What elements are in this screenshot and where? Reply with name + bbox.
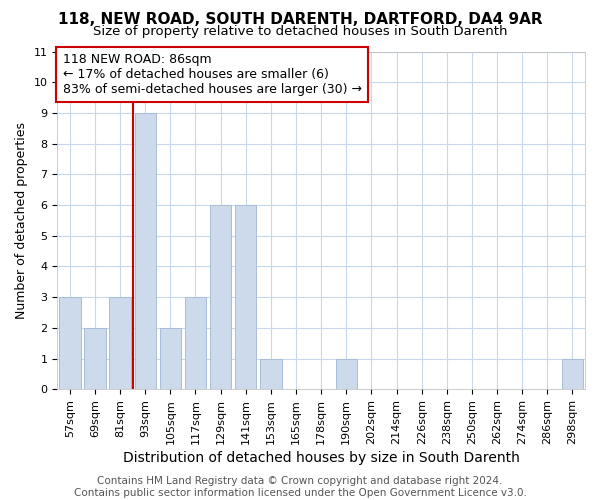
Bar bbox=[210, 205, 232, 389]
Y-axis label: Number of detached properties: Number of detached properties bbox=[15, 122, 28, 319]
Bar bbox=[160, 328, 181, 389]
Bar bbox=[59, 297, 80, 389]
Bar bbox=[562, 358, 583, 389]
Bar bbox=[235, 205, 256, 389]
Text: 118 NEW ROAD: 86sqm
← 17% of detached houses are smaller (6)
83% of semi-detache: 118 NEW ROAD: 86sqm ← 17% of detached ho… bbox=[62, 53, 362, 96]
Text: Contains HM Land Registry data © Crown copyright and database right 2024.
Contai: Contains HM Land Registry data © Crown c… bbox=[74, 476, 526, 498]
Bar bbox=[260, 358, 281, 389]
Text: 118, NEW ROAD, SOUTH DARENTH, DARTFORD, DA4 9AR: 118, NEW ROAD, SOUTH DARENTH, DARTFORD, … bbox=[58, 12, 542, 28]
Bar bbox=[134, 113, 156, 389]
Bar bbox=[84, 328, 106, 389]
X-axis label: Distribution of detached houses by size in South Darenth: Distribution of detached houses by size … bbox=[123, 451, 520, 465]
Bar bbox=[109, 297, 131, 389]
Text: Size of property relative to detached houses in South Darenth: Size of property relative to detached ho… bbox=[93, 25, 507, 38]
Bar bbox=[335, 358, 357, 389]
Bar bbox=[185, 297, 206, 389]
